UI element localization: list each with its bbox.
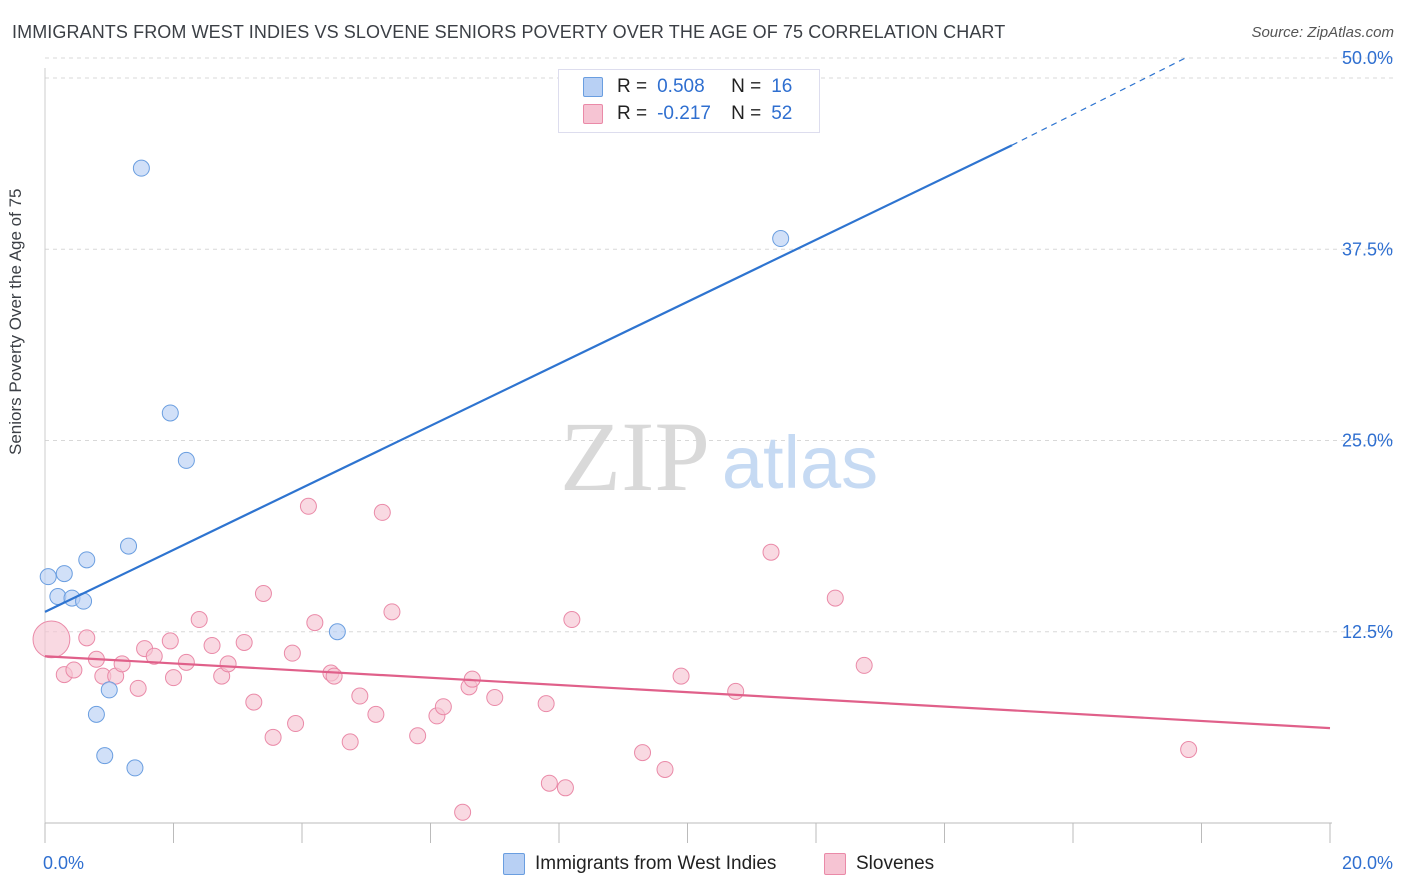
chart-title: IMMIGRANTS FROM WEST INDIES VS SLOVENE S…: [12, 22, 1006, 42]
watermark-zip: ZIP: [560, 401, 710, 512]
slovenes-point: [373, 503, 391, 521]
slovenes-point: [341, 733, 359, 751]
west-indies-point: [772, 230, 790, 248]
slovenes-point: [283, 644, 301, 662]
y-tick-labels: 12.5% 25.0% 37.5% 50.0%: [1342, 48, 1393, 642]
axes: [44, 68, 1332, 843]
slovenes-point: [454, 803, 472, 821]
slovenes-point: [727, 682, 745, 700]
legend-n-value-blue: 16: [771, 76, 793, 97]
legend-r-value-pink: -0.217: [657, 103, 711, 124]
slovenes-point: [672, 667, 690, 685]
y-tick-label: 50.0%: [1342, 48, 1393, 68]
west-indies-trend-extension: [1011, 57, 1186, 146]
slovenes-point: [383, 603, 401, 621]
legend-n-label: N =: [731, 103, 762, 124]
bottom-legend-slovenes: Slovenes: [824, 852, 934, 876]
slovenes-point: [113, 655, 131, 673]
slovenes-point: [129, 679, 147, 697]
source-credit: Source: ZipAtlas.com: [1251, 24, 1394, 41]
west-indies-point: [100, 681, 118, 699]
slovenes-point: [826, 589, 844, 607]
slovenes-point: [762, 543, 780, 561]
bottom-legend-swatch-blue: [503, 853, 525, 875]
trend-lines: [44, 57, 1331, 730]
slovenes-point: [65, 661, 83, 679]
watermark-atlas: atlas: [722, 421, 878, 504]
bottom-legend-label-slovenes: Slovenes: [856, 853, 935, 874]
x-tick-labels: 0.0% 20.0%: [43, 853, 1393, 873]
west-indies-point: [161, 404, 179, 422]
west-indies-point: [78, 551, 96, 569]
legend-swatch-blue: [583, 77, 603, 97]
legend-r-label: R =: [617, 76, 648, 97]
west-indies-point: [126, 759, 144, 777]
slovenes-point: [855, 656, 873, 674]
slovenes-point: [287, 715, 305, 733]
slovenes-point: [177, 653, 195, 671]
slovenes-point: [351, 687, 369, 705]
legend-swatch-pink: [583, 104, 603, 124]
slovenes-points: [32, 497, 1198, 821]
x-tick-label: 20.0%: [1342, 853, 1393, 873]
west-indies-point: [177, 451, 195, 469]
legend-row-west-indies: R = 0.508 N = 16: [583, 75, 793, 99]
legend-r-label: R =: [617, 103, 648, 124]
legend-n-label: N =: [731, 76, 762, 97]
slovenes-point: [161, 632, 179, 650]
slovenes-point: [634, 744, 652, 762]
west-indies-trend-line: [44, 144, 1013, 613]
bottom-legend-swatch-pink: [824, 853, 846, 875]
west-indies-point: [96, 747, 114, 765]
west-indies-point: [328, 623, 346, 641]
slovenes-point: [219, 655, 237, 673]
legend-r-value-blue: 0.508: [657, 76, 705, 97]
slovenes-point: [165, 669, 182, 687]
slovenes-point: [245, 693, 263, 711]
west-indies-point: [120, 537, 138, 555]
west-indies-point: [39, 568, 57, 586]
stats-legend: R = 0.508 N = 16 R = -0.217 N = 52: [558, 69, 820, 133]
slovenes-point: [367, 705, 385, 723]
slovenes-point: [235, 633, 253, 651]
slovenes-point: [537, 695, 555, 713]
slovenes-point: [1180, 741, 1198, 759]
legend-row-slovenes: R = -0.217 N = 52: [583, 102, 793, 126]
y-tick-label: 25.0%: [1342, 431, 1393, 451]
slovenes-point: [409, 727, 427, 745]
x-tick-label: 0.0%: [43, 853, 84, 873]
slovenes-trend-line: [44, 655, 1331, 730]
slovenes-point: [264, 728, 282, 746]
west-indies-points: [39, 159, 790, 777]
slovenes-point: [563, 611, 581, 629]
y-tick-label: 37.5%: [1342, 239, 1393, 259]
gridlines: [45, 57, 1395, 633]
slovenes-point: [190, 611, 208, 629]
slovenes-point: [306, 614, 324, 632]
slovenes-point: [254, 585, 272, 602]
legend-n-value-pink: 52: [771, 103, 793, 124]
slovenes-point: [145, 647, 163, 665]
y-tick-label: 12.5%: [1342, 622, 1393, 642]
slovenes-point: [434, 698, 452, 716]
west-indies-point: [87, 705, 105, 723]
slovenes-point: [540, 774, 558, 792]
slovenes-point: [203, 637, 221, 655]
west-indies-point: [55, 565, 73, 583]
slovenes-point: [32, 620, 71, 659]
slovenes-point: [325, 667, 343, 685]
slovenes-point: [556, 779, 574, 797]
slovenes-point: [299, 497, 317, 515]
watermark: ZIP atlas: [560, 401, 878, 512]
slovenes-point: [486, 689, 504, 707]
slovenes-point: [656, 760, 674, 778]
bottom-legend-label-west-indies: Immigrants from West Indies: [535, 853, 777, 874]
slovenes-point: [78, 629, 96, 647]
west-indies-point: [132, 159, 150, 177]
bottom-legend-west-indies: Immigrants from West Indies: [503, 852, 776, 876]
